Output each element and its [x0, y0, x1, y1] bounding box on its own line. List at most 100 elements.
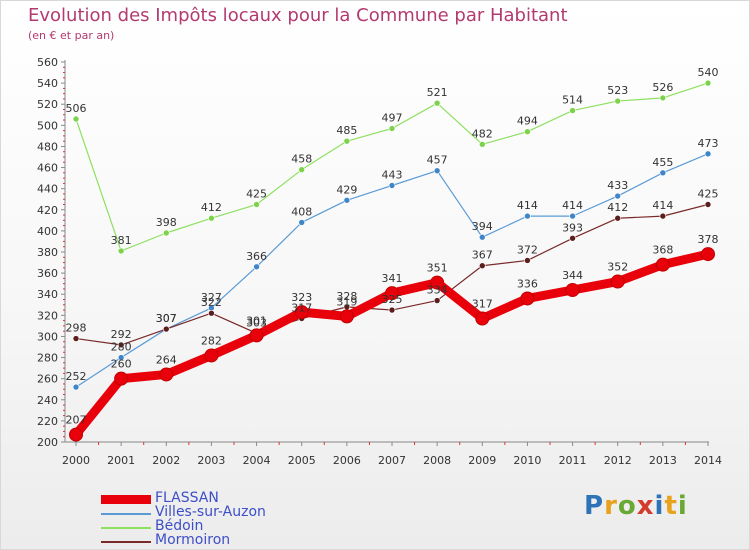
data-label-flassan: 207	[66, 414, 87, 427]
data-point-mormoiron	[117, 341, 125, 349]
y-tick-label: 300	[37, 330, 58, 343]
data-label-mormoiron: 298	[66, 322, 87, 335]
y-tick-label: 280	[37, 352, 58, 365]
data-label-flassan: 317	[472, 298, 493, 311]
logo-letter: x	[636, 491, 655, 521]
data-point-flassan	[249, 328, 264, 343]
y-tick-label: 460	[37, 162, 58, 175]
data-label-flassan: 352	[607, 261, 628, 274]
data-point-bedoin	[162, 229, 170, 237]
data-point-villes-sur-auzon	[478, 233, 486, 241]
data-label-mormoiron: 303	[246, 316, 267, 329]
data-point-mormoiron	[433, 297, 441, 304]
data-point-flassan	[475, 311, 490, 326]
data-label-flassan: 336	[517, 277, 538, 290]
data-label-mormoiron: 414	[652, 199, 673, 212]
data-label-villes-sur-auzon: 366	[246, 250, 267, 263]
x-tick-label: 2006	[333, 454, 361, 467]
data-label-flassan: 282	[201, 334, 222, 347]
data-point-bedoin	[659, 94, 667, 102]
x-tick-label: 2001	[107, 454, 135, 467]
data-label-flassan: 301	[246, 314, 267, 327]
data-label-villes-sur-auzon: 408	[291, 205, 312, 218]
data-label-flassan: 378	[698, 233, 719, 246]
data-point-mormoiron	[569, 234, 576, 242]
y-tick-label: 400	[37, 225, 58, 238]
data-label-villes-sur-auzon: 327	[201, 291, 222, 304]
data-label-mormoiron: 325	[382, 293, 403, 306]
data-label-bedoin: 458	[291, 153, 312, 166]
data-point-villes-sur-auzon	[433, 167, 441, 175]
data-point-bedoin	[72, 115, 80, 123]
data-label-bedoin: 506	[66, 102, 87, 115]
y-tick-label: 360	[37, 267, 58, 280]
data-point-bedoin	[253, 201, 260, 208]
data-label-villes-sur-auzon: 429	[336, 183, 357, 196]
data-label-bedoin: 494	[517, 115, 538, 128]
data-point-flassan	[655, 257, 670, 272]
legend-label-bedoin: Bédoin	[155, 518, 204, 534]
x-tick-label: 2002	[152, 454, 180, 467]
chart-title: Evolution des Impôts locaux pour la Comm…	[28, 5, 568, 26]
data-label-villes-sur-auzon: 394	[472, 220, 493, 233]
data-label-flassan: 264	[156, 353, 177, 366]
y-tick-label: 260	[37, 373, 58, 386]
data-point-villes-sur-auzon	[343, 196, 351, 204]
data-point-mormoiron	[704, 201, 712, 208]
y-tick-label: 220	[37, 415, 58, 428]
data-label-villes-sur-auzon: 307	[156, 312, 177, 325]
data-point-villes-sur-auzon	[253, 263, 260, 271]
data-point-bedoin	[433, 99, 441, 107]
x-tick-label: 2005	[288, 454, 316, 467]
data-point-flassan	[114, 371, 129, 386]
logo-letter: i	[654, 491, 665, 521]
data-label-bedoin: 497	[382, 112, 403, 125]
data-point-bedoin	[704, 79, 712, 87]
data-point-bedoin	[569, 107, 576, 114]
data-label-bedoin: 540	[698, 66, 719, 79]
data-label-mormoiron: 425	[698, 188, 719, 201]
data-point-villes-sur-auzon	[117, 354, 125, 361]
legend-label-mormoiron: Mormoiron	[155, 532, 231, 548]
data-label-flassan: 323	[291, 291, 312, 304]
y-tick-label: 320	[37, 309, 58, 322]
data-point-mormoiron	[478, 262, 486, 270]
data-label-villes-sur-auzon: 473	[698, 137, 719, 150]
data-label-villes-sur-auzon: 414	[562, 199, 583, 212]
chart-subtitle: (en € et par an)	[28, 29, 115, 42]
data-point-villes-sur-auzon	[388, 182, 396, 189]
data-point-mormoiron	[208, 309, 215, 317]
data-label-villes-sur-auzon: 455	[652, 156, 673, 169]
data-point-mormoiron	[614, 214, 622, 222]
data-point-villes-sur-auzon	[298, 219, 306, 226]
data-label-bedoin: 425	[246, 188, 267, 201]
data-label-mormoiron: 393	[562, 221, 583, 234]
data-label-bedoin: 482	[472, 127, 493, 140]
y-tick-label: 420	[37, 204, 58, 217]
data-label-bedoin: 398	[156, 216, 177, 229]
data-label-mormoiron: 307	[156, 312, 177, 325]
data-label-flassan: 344	[562, 269, 583, 282]
data-point-villes-sur-auzon	[659, 169, 667, 177]
data-point-bedoin	[524, 128, 531, 135]
data-label-bedoin: 412	[201, 201, 222, 214]
data-label-bedoin: 485	[336, 124, 357, 137]
y-tick-label: 240	[37, 394, 58, 407]
legend-swatch-mormoiron	[101, 541, 151, 543]
data-point-bedoin	[298, 166, 306, 173]
y-tick-label: 520	[37, 98, 58, 111]
data-label-flassan: 260	[111, 358, 132, 371]
data-point-villes-sur-auzon	[614, 192, 622, 200]
data-point-mormoiron	[659, 212, 667, 220]
data-point-bedoin	[388, 125, 396, 132]
data-point-flassan	[520, 291, 535, 306]
data-point-mormoiron	[524, 257, 531, 264]
y-tick-label: 500	[37, 119, 58, 132]
legend-label-villes-sur-auzon: Villes-sur-Auzon	[155, 504, 266, 520]
y-tick-label: 440	[37, 183, 58, 196]
data-point-flassan	[430, 275, 445, 290]
y-tick-label: 200	[37, 436, 58, 449]
data-label-mormoiron: 328	[336, 290, 357, 303]
y-tick-label: 480	[37, 140, 58, 153]
